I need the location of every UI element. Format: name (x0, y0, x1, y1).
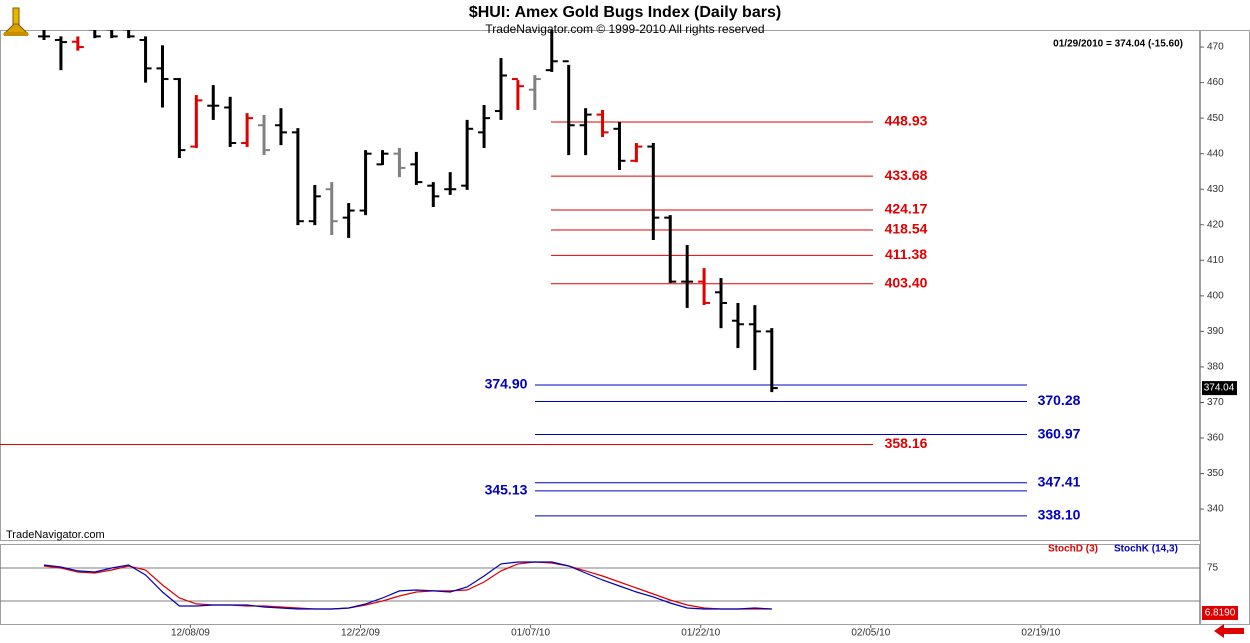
price-plot (0, 30, 1027, 517)
y-tick-label: 430 (1207, 184, 1224, 195)
level-label: 370.28 (1038, 392, 1081, 408)
last-price-box (1202, 381, 1237, 396)
y-tick-label: 75 (1207, 563, 1219, 574)
y-tick-label: 390 (1207, 326, 1224, 337)
last-value-box (1202, 605, 1238, 620)
level-label: 403.40 (885, 274, 928, 290)
y-tick-label: 360 (1207, 433, 1224, 444)
stoch-line (43, 561, 772, 610)
x-tick-label: 02/05/10 (851, 628, 890, 639)
y-tick-label: 380 (1207, 362, 1224, 373)
y-tick-label: 420 (1207, 219, 1224, 230)
legend-entry: StochD (3) (1048, 544, 1098, 555)
x-tick-label: 02/19/10 (1021, 628, 1060, 639)
price-panel (0, 30, 1200, 541)
overlay: 340 350 360 370 380 390 400 410 420 430 440 450 460 4… (171, 42, 1238, 639)
y-tick-label: 340 (1207, 504, 1224, 515)
x-tick-label: 01/07/10 (511, 628, 550, 639)
y-tick-label: 400 (1207, 290, 1224, 301)
scroll-arrow[interactable] (1214, 624, 1244, 638)
x-tick-label: 12/22/09 (341, 628, 380, 639)
level-label: 411.38 (885, 246, 927, 262)
watermark: TradeNavigator.com (6, 529, 105, 541)
level-label: 338.10 (1038, 507, 1081, 523)
y-tick-label: 410 (1207, 255, 1224, 266)
y-tick-label: 440 (1207, 148, 1224, 159)
y-tick-label: 450 (1207, 113, 1224, 124)
y-tick-label: 350 (1207, 468, 1224, 479)
y-tick-label: 460 (1207, 77, 1224, 88)
y-tick-label: 470 (1207, 42, 1224, 53)
level-label: 347.41 (1038, 473, 1081, 489)
legend-entry: StochK (14,3) (1114, 544, 1178, 555)
chart-subtitle: TradeNavigator.com © 1999-2010 All right… (485, 22, 764, 36)
last-price-label: 374.04 (1204, 383, 1235, 394)
level-label: 448.93 (885, 113, 928, 129)
level-label: 418.54 (885, 221, 928, 237)
y-tick-label: 370 (1207, 397, 1224, 408)
logo (2, 7, 30, 36)
level-label: 345.13 (485, 482, 528, 498)
level-label: 424.17 (885, 201, 928, 217)
x-tick-label: 01/22/10 (681, 628, 720, 639)
level-label: 358.16 (885, 435, 928, 451)
x-tick-label: 12/08/09 (171, 628, 210, 639)
stoch-panel (0, 544, 1200, 625)
stoch-plot (0, 561, 1200, 610)
chart-title: $HUI: Amex Gold Bugs Index (Daily bars) (469, 4, 781, 21)
level-label: 360.97 (1038, 425, 1081, 441)
level-label: 374.90 (485, 376, 528, 392)
last-value-label: 6.8190 (1205, 608, 1236, 619)
stoch-line (43, 561, 772, 610)
level-label: 433.68 (885, 167, 928, 183)
header-value: 01/29/2010 = 374.04 (-15.60) (1053, 39, 1183, 50)
